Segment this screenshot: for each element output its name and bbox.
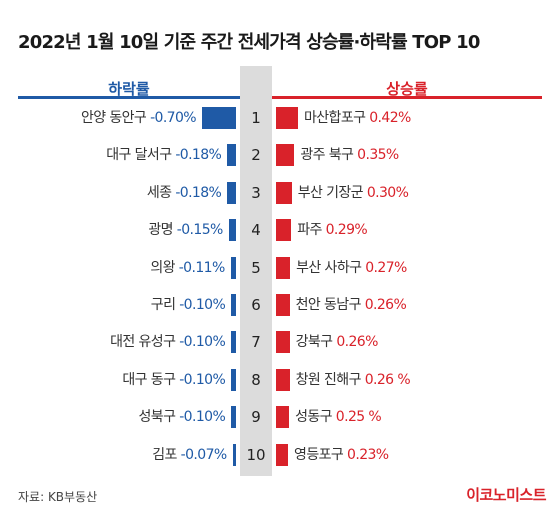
fall-bar <box>231 294 236 316</box>
fall-bar <box>232 443 236 466</box>
fall-value-label: -0.18% <box>175 147 222 164</box>
rise-value-label: 0.26% <box>364 297 407 313</box>
fall-region-name: 세종 <box>146 184 176 201</box>
fall-region-name: 구리 <box>150 297 180 313</box>
publisher-logo: 이코노미스트 <box>466 486 546 504</box>
rise-row-label: 부산 기장군 0.30% <box>298 175 409 211</box>
rank-number: 6 <box>251 296 261 314</box>
rise-value-label: 0.29% <box>325 222 368 239</box>
rise-bar <box>276 181 292 204</box>
fall-row-label: 의왕 -0.11% <box>150 250 226 286</box>
rise-region-name: 부산 사하구 <box>296 259 366 276</box>
fall-value-label: -0.10% <box>179 297 226 313</box>
rise-row-label: 강북구 0.26% <box>295 324 379 360</box>
rise-value-label: 0.35% <box>357 147 399 164</box>
fall-bar <box>227 181 236 204</box>
fall-row-label: 대구 달서구 -0.18% <box>106 137 222 173</box>
rise-region-name: 광주 북구 <box>300 147 358 164</box>
fall-bar <box>231 406 236 429</box>
rise-region-name: 강북구 <box>295 334 337 351</box>
fall-row-label: 성북구 -0.10% <box>139 399 226 435</box>
fall-region-name: 대구 동구 <box>122 371 180 388</box>
fall-value-label: -0.10% <box>179 334 226 351</box>
rise-bar <box>276 368 290 391</box>
fall-bar <box>230 256 236 279</box>
rank-column <box>240 66 272 476</box>
rise-region-name: 파주 <box>297 222 326 239</box>
fall-row-label: 김포 -0.07% <box>152 437 228 473</box>
rank-number: 10 <box>246 445 266 464</box>
rise-value-label: 0.30% <box>366 184 409 201</box>
fall-row-label: 대전 유성구 -0.10% <box>110 324 226 360</box>
rise-value-label: 0.26% <box>336 334 378 351</box>
fall-bar <box>228 219 236 242</box>
rise-value-label: 0.27% <box>365 259 407 276</box>
rise-bar <box>276 294 290 316</box>
rise-bar <box>276 219 292 242</box>
rise-row-label: 광주 북구 0.35% <box>300 137 399 173</box>
fall-row-label: 안양 동안구 -0.70% <box>80 100 197 136</box>
rise-header: 상승률 <box>386 80 428 98</box>
source-note: 자료: KB부동산 <box>18 490 98 504</box>
fall-region-name: 의왕 <box>150 259 179 276</box>
rise-row-label: 성동구 0.25 % <box>295 399 382 435</box>
fall-bar <box>202 107 236 129</box>
rise-bar <box>276 406 290 429</box>
fall-bar <box>231 331 236 354</box>
rise-row-label: 마산합포구 0.42% <box>304 100 411 136</box>
fall-value-label: -0.10% <box>179 371 226 388</box>
rise-region-name: 천안 동남구 <box>295 297 365 313</box>
fall-region-name: 김포 <box>152 446 181 463</box>
fall-value-label: -0.11% <box>178 259 226 276</box>
rise-region-name: 부산 기장군 <box>297 184 367 201</box>
fall-header-rule <box>18 96 240 99</box>
rise-bar <box>276 443 289 466</box>
fall-header: 하락률 <box>108 80 150 98</box>
fall-bar <box>231 368 236 391</box>
rise-bar <box>276 331 290 354</box>
rise-region-name: 영등포구 <box>294 446 348 463</box>
fall-row-label: 대구 동구 -0.10% <box>122 362 225 398</box>
fall-row-label: 구리 -0.10% <box>150 287 226 323</box>
rank-number: 8 <box>251 370 261 389</box>
rank-number: 5 <box>251 258 261 277</box>
rank-number: 3 <box>251 183 261 202</box>
fall-value-label: -0.18% <box>175 184 222 201</box>
rise-value-label: 0.23% <box>347 446 389 463</box>
rise-value-label: 0.42% <box>369 110 411 126</box>
rise-bar <box>276 107 298 129</box>
rise-region-name: 성동구 <box>295 409 336 426</box>
rise-bar <box>276 256 291 279</box>
fall-region-name: 성북구 <box>138 409 180 426</box>
fall-region-name: 안양 동안구 <box>80 110 151 126</box>
fall-value-label: -0.15% <box>176 222 224 239</box>
fall-value-label: -0.70% <box>150 110 197 126</box>
rise-row-label: 파주 0.29% <box>297 212 368 248</box>
rank-number: 7 <box>251 333 261 352</box>
rise-row-label: 영등포구 0.23% <box>294 437 389 473</box>
rise-value-label: 0.25 % <box>335 409 382 426</box>
rise-header-rule <box>272 96 542 99</box>
rank-number: 1 <box>251 109 261 127</box>
rise-region-name: 마산합포구 <box>304 110 370 126</box>
rise-value-label: 0.26 % <box>364 371 411 388</box>
rank-number: 2 <box>251 146 261 165</box>
fall-region-name: 대구 달서구 <box>106 147 176 164</box>
chart-title: 2022년 1월 10일 기준 주간 전세가격 상승률·하락률 TOP 10 <box>18 32 480 53</box>
rise-row-label: 창원 진해구 0.26 % <box>295 362 411 398</box>
fall-region-name: 광명 <box>148 222 177 239</box>
fall-value-label: -0.07% <box>180 446 228 463</box>
rise-bar <box>276 144 295 167</box>
fall-row-label: 세종 -0.18% <box>146 175 222 211</box>
rise-row-label: 부산 사하구 0.27% <box>296 250 407 286</box>
rank-number: 4 <box>251 221 261 240</box>
fall-row-label: 광명 -0.15% <box>148 212 224 248</box>
fall-value-label: -0.10% <box>179 409 226 426</box>
rise-region-name: 창원 진해구 <box>295 371 365 388</box>
fall-bar <box>227 144 236 167</box>
fall-region-name: 대전 유성구 <box>110 334 180 351</box>
rank-number: 9 <box>251 408 261 427</box>
rise-row-label: 천안 동남구 0.26% <box>296 287 407 323</box>
